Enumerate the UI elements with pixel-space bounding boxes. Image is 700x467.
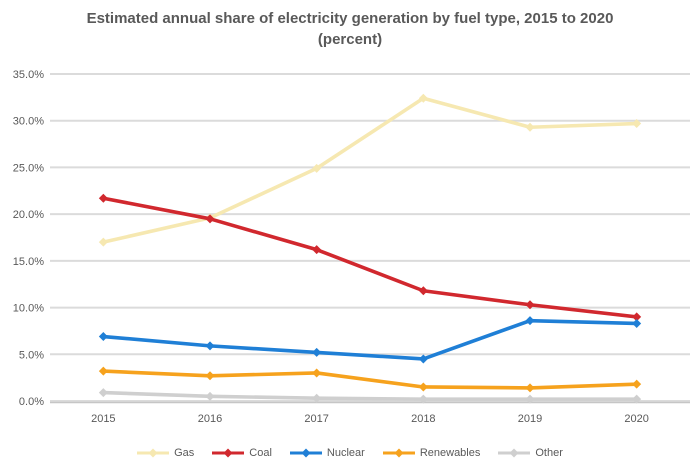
x-axis-tick-label: 2017 — [304, 413, 328, 425]
data-point-marker — [418, 394, 428, 404]
legend-item-other: Other — [498, 447, 563, 459]
legend-swatch-coal — [212, 448, 245, 458]
data-point-marker — [205, 214, 215, 224]
legend-label: Coal — [249, 447, 272, 459]
x-axis-tick-label: 2018 — [411, 413, 435, 425]
data-point-marker — [312, 163, 322, 173]
data-point-marker — [98, 366, 108, 376]
data-point-marker — [312, 368, 322, 378]
series-line-renewables — [101, 369, 639, 390]
y-axis-tick-label: 30.0% — [13, 116, 44, 128]
y-axis-tick-label: 5.0% — [19, 349, 44, 361]
data-point-marker — [205, 341, 215, 351]
legend-item-coal: Coal — [212, 447, 272, 459]
data-point-marker — [205, 391, 215, 401]
legend-label: Other — [535, 447, 563, 459]
legend-item-renewables: Renewables — [382, 447, 481, 459]
data-point-marker — [632, 119, 642, 129]
data-point-marker — [525, 316, 535, 326]
data-point-marker — [312, 245, 322, 255]
data-point-marker — [98, 388, 108, 398]
series-line-gas — [101, 96, 639, 244]
data-point-marker — [98, 332, 108, 342]
data-point-marker — [418, 382, 428, 392]
data-point-marker — [632, 379, 642, 389]
legend-marker-icon — [148, 448, 158, 458]
legend-item-gas: Gas — [137, 447, 194, 459]
x-axis-tick-label: 2015 — [91, 413, 115, 425]
legend-swatch-nuclear — [289, 448, 322, 458]
legend-marker-icon — [223, 448, 233, 458]
x-axis-tick-label: 2016 — [198, 413, 222, 425]
data-point-marker — [525, 300, 535, 310]
legend-label: Gas — [174, 447, 195, 459]
y-axis-tick-label: 20.0% — [13, 209, 44, 221]
y-axis-tick-label: 35.0% — [13, 69, 44, 81]
data-point-marker — [312, 347, 322, 357]
data-point-marker — [525, 394, 535, 404]
legend-marker-icon — [394, 448, 404, 458]
x-axis-tick-label: 2020 — [624, 413, 648, 425]
data-point-marker — [312, 393, 322, 403]
legend: Gas Coal Nuclear Renewables Other — [0, 447, 700, 459]
legend-swatch-other — [498, 448, 531, 458]
legend-marker-icon — [509, 448, 519, 458]
series-line-coal — [101, 196, 639, 319]
legend-marker-icon — [301, 448, 311, 458]
chart-title-line2: (percent) — [317, 31, 383, 48]
data-point-marker — [418, 93, 428, 103]
legend-swatch-renewables — [382, 448, 415, 458]
x-axis-tick-label: 2019 — [518, 413, 542, 425]
data-point-marker — [525, 122, 535, 132]
y-axis-tick-label: 10.0% — [13, 303, 44, 315]
legend-label: Renewables — [419, 447, 481, 459]
legend-label: Nuclear — [326, 447, 365, 459]
data-point-marker — [525, 383, 535, 393]
y-axis-tick-label: 15.0% — [13, 256, 44, 268]
data-point-marker — [98, 193, 108, 203]
legend-item-nuclear: Nuclear — [289, 447, 365, 459]
chart-title-line1: Estimated annual share of electricity ge… — [86, 10, 614, 27]
y-axis-tick-label: 0.0% — [19, 396, 44, 408]
chart-title: Estimated annual share of electricity ge… — [0, 8, 700, 50]
legend-swatch-gas — [137, 448, 170, 458]
data-point-marker — [98, 237, 108, 247]
series-line-other — [101, 390, 639, 401]
data-point-marker — [418, 354, 428, 364]
series-line-nuclear — [101, 318, 639, 361]
data-point-marker — [632, 394, 642, 404]
data-point-marker — [632, 318, 642, 328]
data-point-marker — [632, 312, 642, 322]
data-point-marker — [205, 371, 215, 381]
data-point-marker — [418, 286, 428, 296]
y-axis-tick-label: 25.0% — [13, 162, 44, 174]
